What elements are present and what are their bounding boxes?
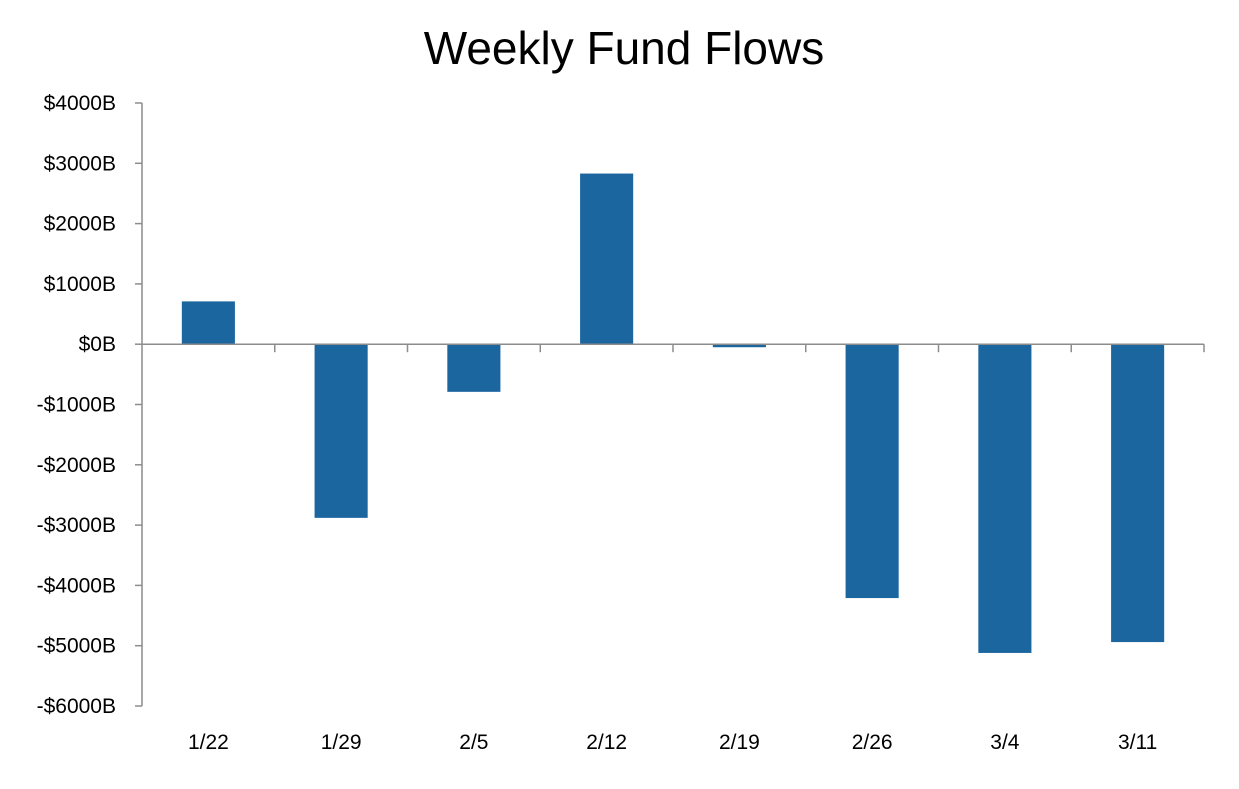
y-tick-label: $4000B (44, 92, 116, 115)
x-tick-label: 3/11 (1118, 731, 1157, 754)
y-tick-label: -$4000B (37, 574, 116, 597)
bar-3-4 (978, 344, 1032, 653)
bar-2-19 (712, 344, 766, 348)
axes (135, 102, 1205, 707)
y-tick-label: $1000B (44, 273, 116, 296)
bar-2-12 (580, 173, 634, 345)
y-tick-label: $3000B (44, 152, 116, 175)
x-tick-label: 2/12 (586, 731, 627, 754)
y-tick-labels: $4000B $3000B $2000B $1000B $0B -$1000B -$2000… (37, 92, 116, 718)
bar-2-26 (845, 344, 899, 599)
x-tick-label: 2/19 (719, 731, 760, 754)
bar-1-29 (314, 344, 368, 518)
y-tick-label: -$5000B (37, 635, 116, 658)
y-tick-label: -$2000B (37, 454, 116, 477)
bar-group (181, 173, 1165, 653)
chart-title: Weekly Fund Flows (424, 22, 825, 74)
x-tick-label: 2/5 (459, 731, 488, 754)
bar-1-22 (181, 301, 235, 345)
x-tick-labels: 1/22 1/29 2/5 2/12 2/19 2/26 3/4 3/11 (188, 731, 1157, 754)
bar-3-11 (1111, 344, 1165, 643)
bar-2-5 (447, 344, 501, 392)
x-tick-label: 1/22 (188, 731, 229, 754)
y-tick-label: -$1000B (37, 394, 116, 417)
y-tick-label: $2000B (44, 213, 116, 236)
y-tick-label: -$6000B (37, 695, 116, 718)
y-tick-label: $0B (79, 333, 116, 356)
x-tick-label: 2/26 (852, 731, 893, 754)
y-tick-label: -$3000B (37, 514, 116, 537)
x-tick-label: 3/4 (990, 731, 1020, 754)
x-tick-label: 1/29 (321, 731, 362, 754)
